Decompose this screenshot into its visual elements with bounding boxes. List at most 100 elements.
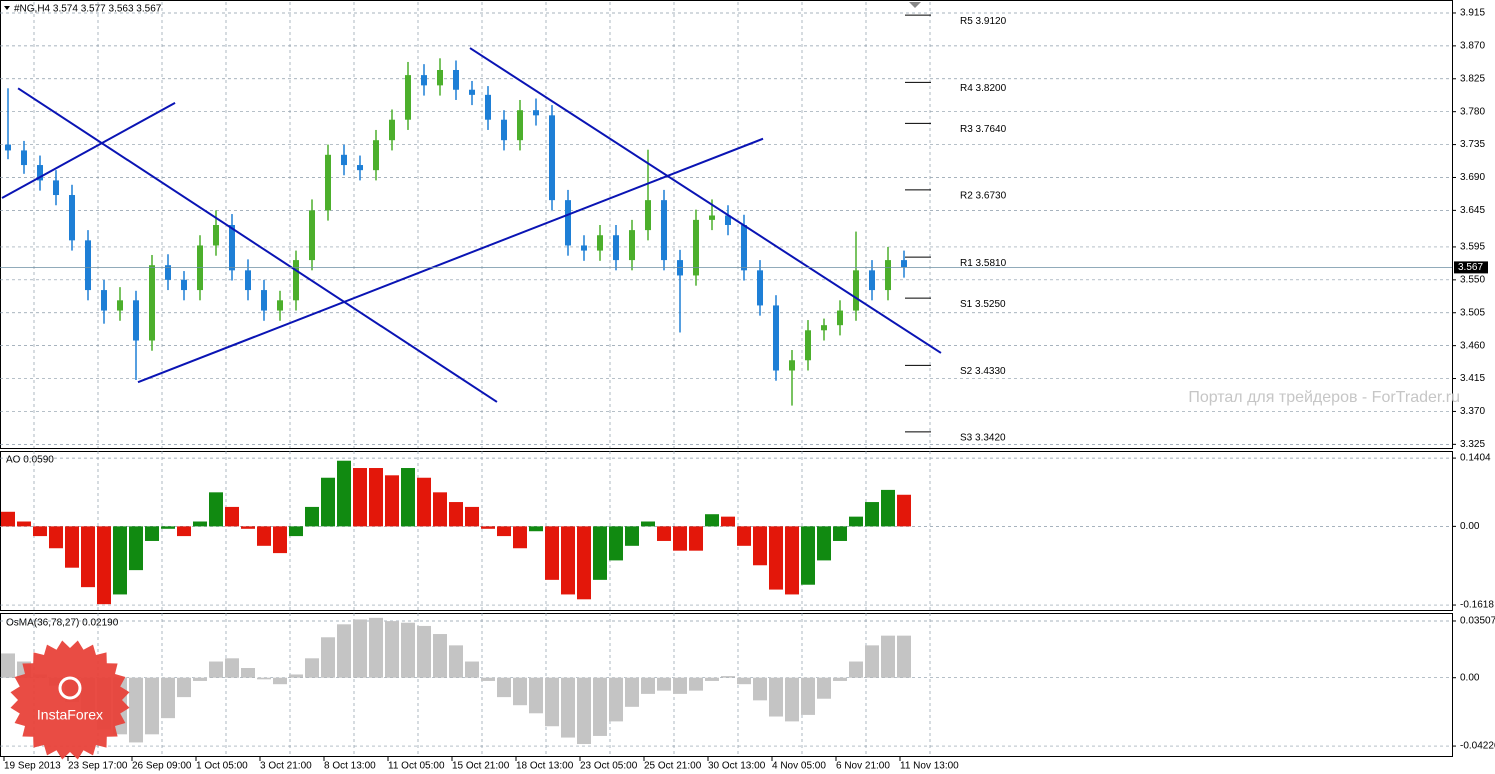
candle-body — [581, 245, 587, 251]
candle-body — [437, 69, 443, 86]
histogram-bar — [449, 645, 463, 678]
histogram-bar — [545, 677, 559, 727]
last-price-box — [1454, 261, 1488, 274]
histogram-bar — [225, 506, 239, 527]
x-tick-label: 25 Oct 21:00 — [644, 761, 702, 772]
histogram-bar — [241, 526, 255, 529]
candle-body — [341, 154, 347, 166]
candle-body — [421, 75, 427, 86]
y-tick-label: -0.04226 — [1460, 741, 1495, 752]
y-tick-label: 3.825 — [1460, 73, 1485, 84]
candle-body — [245, 270, 251, 291]
candle-body — [501, 119, 507, 141]
histogram-bar — [577, 526, 591, 600]
histogram-bar — [849, 516, 863, 527]
histogram-bar — [881, 489, 895, 527]
shift-marker — [909, 2, 921, 8]
y-tick-label: 3.325 — [1460, 439, 1485, 450]
y-tick-label: 3.370 — [1460, 406, 1485, 417]
price-pane — [0, 0, 1453, 449]
histogram-bar — [257, 526, 271, 546]
osma-title: OsMA(36,78,27) 0.02190 — [6, 618, 119, 629]
candle-body — [85, 240, 91, 291]
candle-body — [869, 270, 875, 291]
histogram-bar — [801, 526, 815, 585]
histogram-bar — [881, 635, 895, 678]
histogram-bar — [129, 677, 143, 743]
histogram-bar — [625, 677, 639, 707]
logo-badge — [10, 640, 130, 760]
x-tick-label: 11 Oct 05:00 — [388, 761, 445, 772]
candle-body — [597, 235, 603, 251]
candle-body — [373, 140, 379, 171]
candle-body — [645, 200, 651, 231]
histogram-bar — [609, 526, 623, 561]
histogram-bar — [481, 526, 495, 529]
histogram-bar — [561, 677, 575, 738]
x-tick-label: 6 Nov 21:00 — [836, 761, 890, 772]
histogram-bar — [657, 526, 671, 541]
pivot-label: R4 3.8200 — [960, 83, 1007, 94]
candle-body — [469, 89, 475, 95]
histogram-bar — [129, 526, 143, 571]
ao-pane — [0, 451, 1453, 611]
candle-body — [709, 215, 715, 220]
histogram-bar — [433, 492, 447, 527]
histogram-bar — [705, 677, 719, 681]
x-tick-label: 15 Oct 21:00 — [452, 761, 510, 772]
candle-body — [261, 290, 267, 311]
y-tick-label: -0.1618 — [1460, 600, 1494, 611]
candle-body — [629, 230, 635, 261]
histogram-bar — [33, 526, 47, 537]
candle-body — [69, 195, 75, 241]
histogram-bar — [65, 526, 79, 568]
histogram-bar — [513, 677, 527, 706]
histogram-bar — [209, 661, 223, 678]
histogram-bar — [849, 661, 863, 678]
histogram-bar — [145, 526, 159, 541]
x-tick-label: 30 Oct 13:00 — [708, 761, 766, 772]
candle-body — [53, 180, 59, 196]
histogram-bar — [321, 637, 335, 678]
pivot-label: R2 3.6730 — [960, 191, 1007, 202]
candle-body — [229, 225, 235, 271]
y-tick-label: 0.00 — [1460, 672, 1480, 683]
histogram-bar — [1, 511, 15, 527]
candle-body — [453, 69, 459, 90]
last-price-label: 3.567 — [1458, 262, 1483, 273]
candle-body — [325, 154, 331, 211]
candle-body — [21, 150, 27, 166]
histogram-bar — [641, 521, 655, 527]
pivot-label: S1 3.5250 — [960, 299, 1006, 310]
candle-body — [293, 260, 299, 301]
histogram-bar — [353, 619, 367, 678]
histogram-bar — [609, 677, 623, 722]
histogram-bar — [145, 677, 159, 735]
histogram-bar — [369, 617, 383, 678]
pivot-label: S2 3.4330 — [960, 366, 1006, 377]
histogram-bar — [513, 526, 527, 549]
candle-body — [693, 219, 699, 276]
histogram-bar — [561, 526, 575, 595]
y-tick-label: 3.645 — [1460, 205, 1485, 216]
histogram-bar — [897, 494, 911, 527]
histogram-bar — [897, 635, 911, 678]
histogram-bar — [161, 677, 175, 719]
histogram-bar — [721, 516, 735, 527]
histogram-bar — [417, 625, 431, 678]
candle-body — [277, 300, 283, 311]
pivot-label: S3 3.3420 — [960, 433, 1006, 444]
histogram-bar — [801, 677, 815, 715]
candle-body — [357, 165, 363, 171]
histogram-bar — [657, 677, 671, 691]
y-tick-label: 3.550 — [1460, 274, 1485, 285]
x-tick-label: 11 Nov 13:00 — [900, 761, 959, 772]
histogram-bar — [785, 677, 799, 722]
histogram-bar — [737, 677, 751, 685]
histogram-bar — [193, 521, 207, 527]
histogram-bar — [465, 506, 479, 527]
x-tick-label: 4 Nov 05:00 — [772, 761, 826, 772]
histogram-bar — [593, 526, 607, 580]
histogram-bar — [225, 658, 239, 678]
